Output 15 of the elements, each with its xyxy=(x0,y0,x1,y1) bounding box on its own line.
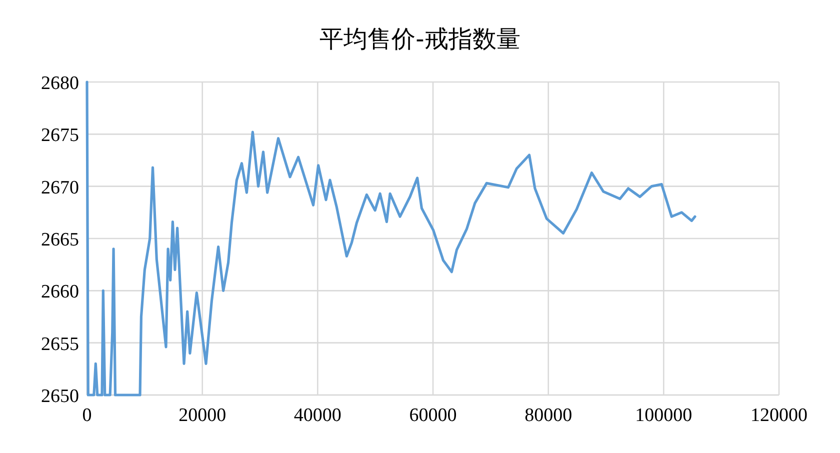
y-tick-label: 2660 xyxy=(41,282,79,303)
x-tick-label: 80000 xyxy=(524,405,572,426)
x-tick-label: 20000 xyxy=(178,405,226,426)
y-tick-label: 2670 xyxy=(41,177,79,198)
y-tick-label: 2655 xyxy=(41,334,79,355)
x-tick-label: 0 xyxy=(82,405,92,426)
x-tick-label: 60000 xyxy=(409,405,457,426)
y-tick-label: 2650 xyxy=(41,386,79,407)
x-tick-label: 120000 xyxy=(750,405,808,426)
chart-title: 平均售价-戒指数量 xyxy=(320,25,520,53)
x-tick-label: 100000 xyxy=(635,405,692,426)
y-tick-label: 2675 xyxy=(41,125,79,146)
x-tick-label: 40000 xyxy=(294,405,342,426)
y-tick-label: 2680 xyxy=(41,73,79,94)
y-tick-label: 2665 xyxy=(41,230,79,250)
